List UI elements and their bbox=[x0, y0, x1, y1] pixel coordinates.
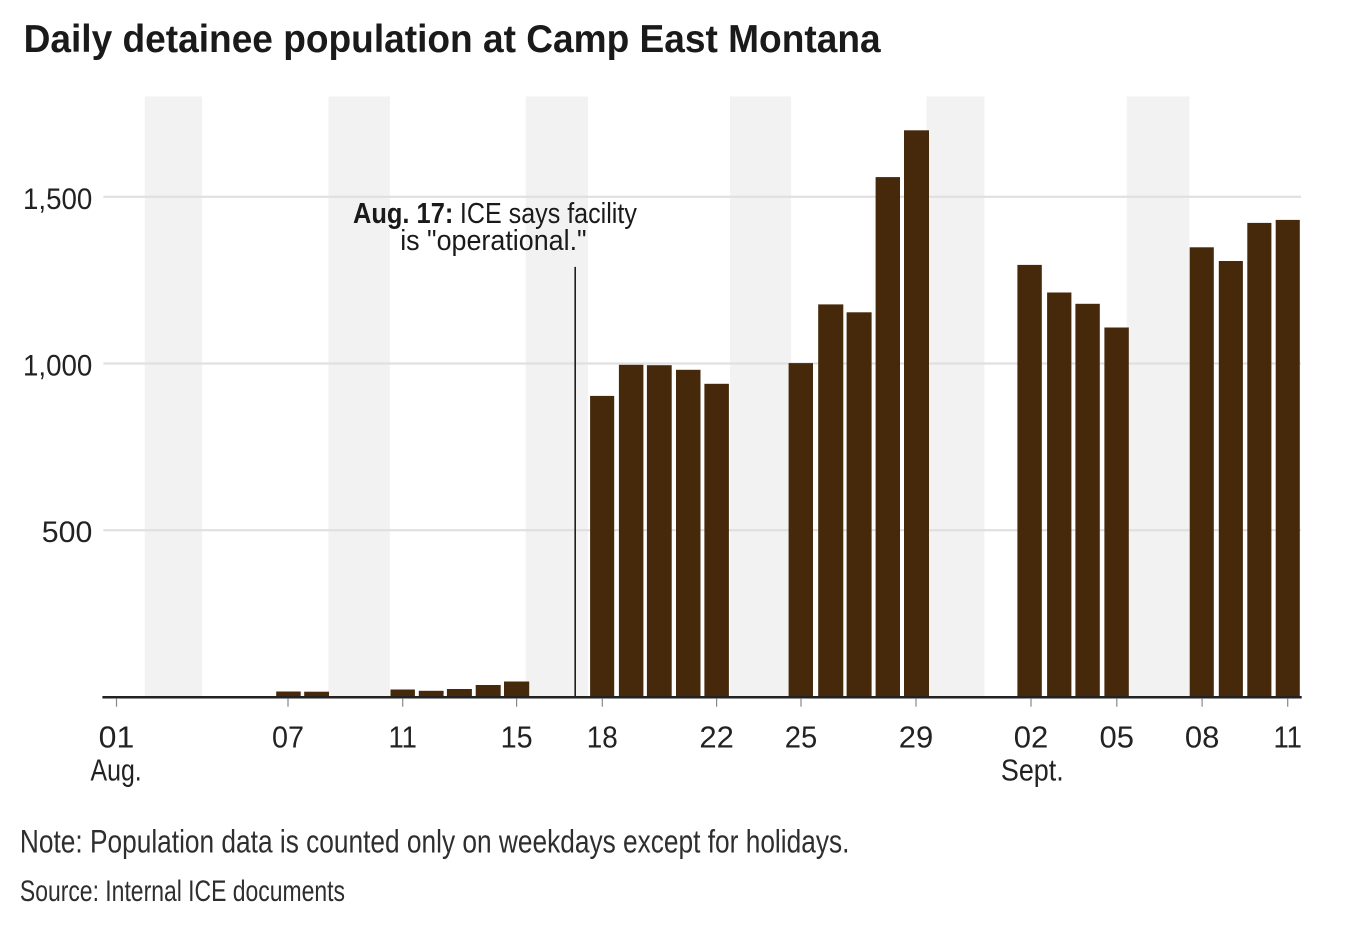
svg-text:Daily detainee population at C: Daily detainee population at Camp East M… bbox=[24, 18, 881, 61]
svg-text:25: 25 bbox=[785, 720, 818, 755]
svg-text:18: 18 bbox=[587, 720, 618, 755]
svg-text:Source: Internal ICE documents: Source: Internal ICE documents bbox=[20, 875, 345, 908]
svg-text:1,500: 1,500 bbox=[23, 183, 92, 216]
svg-text:07: 07 bbox=[272, 720, 304, 755]
svg-text:22: 22 bbox=[699, 720, 733, 755]
svg-text:Sept.: Sept. bbox=[1001, 753, 1064, 788]
svg-text:Note: Population data is count: Note: Population data is counted only on… bbox=[20, 824, 850, 860]
svg-text:11: 11 bbox=[388, 720, 417, 755]
svg-text:is "operational.": is "operational." bbox=[400, 225, 586, 257]
svg-text:Aug. 17:: Aug. 17: bbox=[353, 198, 453, 230]
svg-text:05: 05 bbox=[1100, 720, 1134, 755]
svg-text:08: 08 bbox=[1185, 720, 1219, 755]
svg-text:01: 01 bbox=[99, 720, 135, 755]
svg-text:29: 29 bbox=[899, 720, 933, 755]
svg-text:15: 15 bbox=[501, 720, 533, 755]
svg-text:Aug.: Aug. bbox=[91, 753, 142, 788]
svg-text:1,000: 1,000 bbox=[23, 350, 92, 383]
svg-text:ICE says facility: ICE says facility bbox=[460, 198, 637, 230]
svg-text:11: 11 bbox=[1273, 720, 1302, 755]
svg-text:500: 500 bbox=[42, 516, 93, 549]
svg-text:02: 02 bbox=[1014, 720, 1048, 755]
